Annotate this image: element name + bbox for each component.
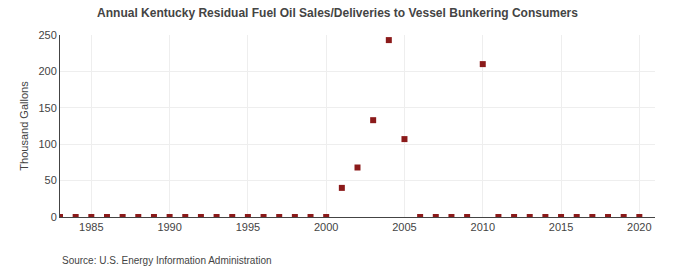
svg-text:Annual Kentucky Residual Fuel: Annual Kentucky Residual Fuel Oil Sales/… <box>97 6 578 20</box>
svg-text:Thousand Gallons: Thousand Gallons <box>18 81 30 171</box>
svg-text:2000: 2000 <box>314 221 338 233</box>
svg-text:0: 0 <box>51 211 57 223</box>
svg-text:2020: 2020 <box>627 221 651 233</box>
svg-text:1995: 1995 <box>236 221 260 233</box>
svg-text:150: 150 <box>38 102 56 114</box>
svg-text:1990: 1990 <box>157 221 181 233</box>
svg-text:100: 100 <box>38 138 56 150</box>
svg-text:200: 200 <box>38 65 56 77</box>
svg-text:250: 250 <box>38 29 56 41</box>
svg-text:Source: U.S. Energy Informatio: Source: U.S. Energy Information Administ… <box>62 255 272 266</box>
svg-text:50: 50 <box>45 174 57 186</box>
svg-text:2010: 2010 <box>471 221 495 233</box>
svg-text:2015: 2015 <box>549 221 573 233</box>
svg-text:1985: 1985 <box>79 221 103 233</box>
svg-text:2005: 2005 <box>392 221 416 233</box>
